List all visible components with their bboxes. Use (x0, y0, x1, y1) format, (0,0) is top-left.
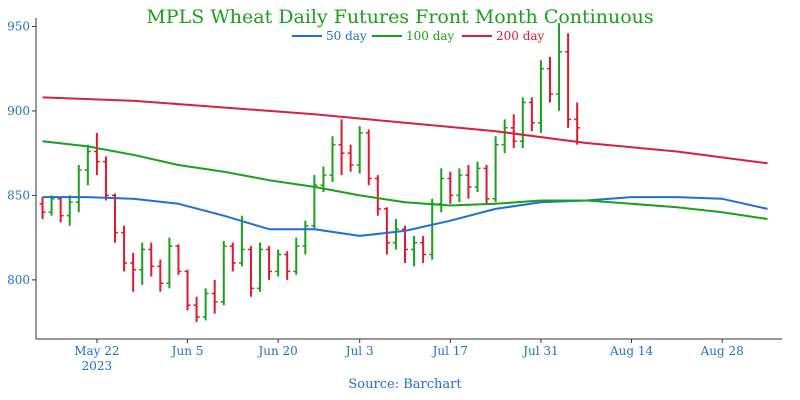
ohlc-bar (166, 237, 173, 289)
ohlc-bar (392, 219, 399, 250)
x-tick-label: Jun 5 (170, 344, 204, 358)
ohlc-bar (492, 136, 499, 203)
ma-50-day-line (42, 196, 768, 237)
ohlc-bar (311, 175, 318, 230)
ohlc-bar (402, 225, 408, 263)
y-tick-label: 800 (7, 273, 30, 287)
ohlc-bar (75, 164, 82, 213)
x-tick-label: May 22 (74, 344, 119, 358)
ohlc-bar (483, 164, 490, 204)
x-tick-sublabel: 2023 (82, 359, 113, 373)
ohlc-bar (202, 288, 209, 321)
y-tick-label: 900 (7, 104, 30, 118)
ohlc-bar (220, 241, 227, 306)
ohlc-bar (356, 126, 363, 174)
x-tick-label: Jul 31 (521, 344, 558, 358)
legend-item-200-day: 200 day (462, 29, 545, 43)
ohlc-bar (275, 249, 282, 277)
x-tick-label: Jul 17 (431, 344, 468, 358)
chart-legend: 50 day 100 day 200 day (292, 29, 545, 43)
legend-item-100-day: 100 day (372, 29, 455, 43)
x-tick-label: Jul 3 (344, 344, 374, 358)
ohlc-bar (347, 144, 354, 172)
legend-label: 100 day (406, 29, 455, 43)
ohlc-bar (474, 161, 481, 193)
ohlc-bar (157, 259, 164, 292)
moving-average-lines (42, 96, 768, 237)
ohlc-bar (447, 171, 454, 204)
ohlc-bar (519, 97, 526, 149)
ohlc-bar (112, 193, 119, 243)
ohlc-bar (546, 56, 553, 103)
y-tick-label: 850 (7, 188, 30, 202)
ohlc-bar (266, 246, 273, 280)
ohlc-bar (93, 132, 100, 176)
ohlc-bar (374, 175, 381, 216)
x-tick-label: Aug 28 (700, 344, 744, 358)
legend-label: 200 day (496, 29, 545, 43)
ohlc-bar (148, 242, 155, 277)
ohlc-bar (510, 114, 517, 149)
ohlc-bar (130, 252, 137, 292)
ohlc-bar (39, 197, 46, 220)
ohlc-bar (284, 251, 291, 280)
ohlc-bar (537, 60, 544, 133)
ohlc-bar (84, 144, 91, 186)
ohlc-bar (211, 279, 218, 314)
ohlc-bar (293, 237, 300, 275)
y-tick-label: 950 (7, 19, 30, 33)
ohlc-bar (556, 23, 563, 111)
ohlc-bar (528, 97, 535, 132)
x-tick-label: Aug 14 (609, 344, 654, 358)
ma-200-day-line (42, 96, 768, 165)
ohlc-bar (247, 246, 254, 297)
ohlc-bar (565, 33, 572, 128)
ohlc-bar (329, 136, 336, 182)
ohlc-bar (365, 129, 372, 186)
ohlc-bar (102, 156, 109, 201)
legend-label: 50 day (326, 29, 367, 43)
ohlc-bar (184, 269, 191, 311)
ohlc-bar (338, 119, 345, 176)
ma-100-day-line (42, 140, 768, 220)
ohlc-bar (48, 195, 55, 216)
ohlc-bar (456, 168, 463, 203)
ohlc-bar (139, 242, 146, 285)
chart-title: MPLS Wheat Daily Futures Front Month Con… (146, 6, 653, 28)
source-label: Source: Barchart (348, 377, 462, 392)
x-tick-label: Jun 20 (256, 344, 297, 358)
ohlc-bar (465, 164, 472, 199)
ohlc-bar (411, 235, 418, 267)
legend-item-50-day: 50 day (292, 29, 367, 43)
ohlc-bar (383, 207, 390, 255)
ohlc-bar (66, 195, 73, 226)
ohlc-bar (257, 242, 264, 292)
ohlc-bar (429, 198, 436, 260)
price-bars (39, 23, 581, 323)
ohlc-bar (57, 197, 64, 223)
ohlc-bar (302, 220, 309, 255)
ohlc-bar (175, 244, 182, 275)
ohlc-bar (229, 242, 236, 272)
ohlc-bar (501, 119, 508, 154)
ohlc-bar (193, 296, 200, 323)
ohlc-bar (121, 225, 128, 272)
ohlc-bar (574, 102, 581, 145)
y-axis-ticks: 800 850 900 950 (7, 19, 36, 287)
ohlc-bar (420, 235, 427, 263)
ohlc-bar (238, 215, 245, 267)
